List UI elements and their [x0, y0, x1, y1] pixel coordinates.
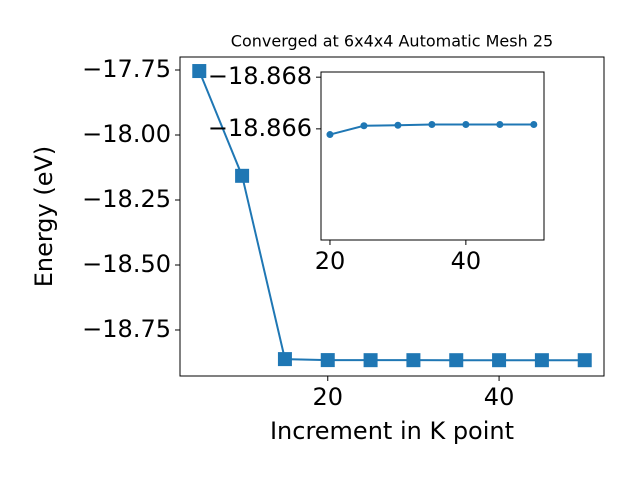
y-tick-label: −18.50	[82, 250, 171, 278]
marker	[534, 353, 549, 368]
marker	[277, 352, 292, 367]
y-axis-label: Energy (eV)	[30, 146, 58, 288]
x-tick-label: 40	[451, 247, 482, 275]
marker	[394, 121, 402, 129]
marker	[462, 120, 470, 128]
y-tick-label: −18.00	[82, 120, 171, 148]
marker	[360, 122, 368, 130]
marker	[496, 120, 504, 128]
marker	[363, 353, 378, 368]
y-tick-label: −18.866	[208, 114, 312, 142]
marker	[192, 64, 207, 79]
marker	[235, 168, 250, 183]
chart-title: Converged at 6x4x4 Automatic Mesh 25	[231, 32, 553, 51]
x-tick-label: 40	[484, 383, 515, 411]
y-tick-label: −18.75	[82, 315, 171, 343]
x-axis-label: Increment in K point	[270, 417, 514, 445]
marker	[492, 353, 507, 368]
marker	[320, 353, 335, 368]
x-tick-label: 20	[312, 383, 343, 411]
marker	[428, 120, 436, 128]
marker	[326, 131, 334, 139]
marker	[449, 353, 464, 368]
plot-area	[320, 71, 545, 241]
marker	[406, 353, 421, 368]
y-tick-label: −18.868	[208, 62, 312, 90]
line	[198, 70, 585, 362]
y-tick-label: −17.75	[82, 55, 171, 83]
marker	[577, 353, 592, 368]
marker	[530, 120, 538, 128]
x-tick-label: 20	[315, 247, 346, 275]
y-tick-label: −18.25	[82, 185, 171, 213]
